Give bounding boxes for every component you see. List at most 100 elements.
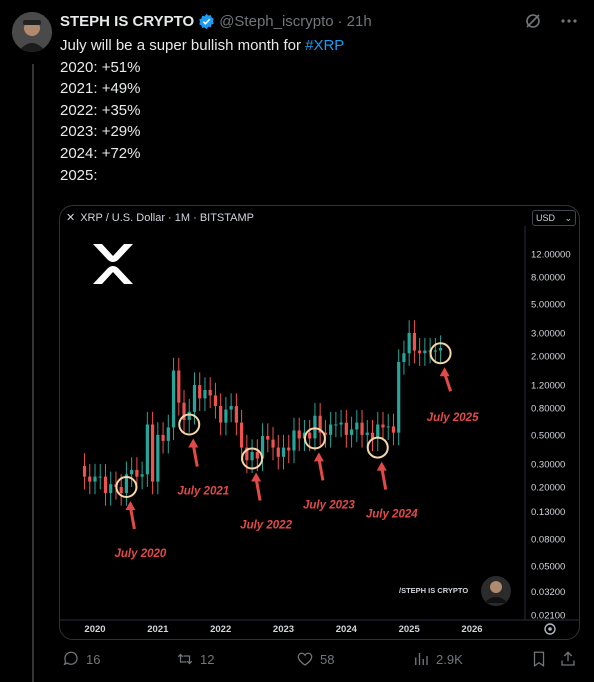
candle-body <box>423 350 427 354</box>
share-icon <box>561 651 575 666</box>
july-highlight-circle <box>178 413 201 436</box>
candle-body <box>402 353 406 362</box>
display-name[interactable]: STEPH IS CRYPTO <box>60 12 195 30</box>
candle-body <box>161 434 165 441</box>
arrow-head <box>376 461 387 471</box>
july-highlight-circle <box>429 342 452 365</box>
annotation-label: July 2020 <box>115 548 167 560</box>
more-options-icon[interactable] <box>560 12 578 30</box>
july-highlight-circle <box>115 476 138 498</box>
july-highlight-circle <box>366 436 389 459</box>
candle-body <box>213 395 218 407</box>
candle-body <box>250 452 254 461</box>
currency-select[interactable]: USD ⌄ <box>532 210 576 226</box>
candle-body <box>391 426 396 433</box>
candle-body <box>370 432 375 439</box>
candle-body <box>140 474 144 477</box>
price-tick-label: 0.80000 <box>531 404 565 415</box>
price-tick-label: 0.03200 <box>531 587 565 598</box>
verified-badge-icon <box>199 13 214 29</box>
avatar[interactable] <box>12 12 52 52</box>
annotation-label: July 2023 <box>303 499 355 511</box>
price-tick-label: 2.00000 <box>531 352 565 363</box>
candle-body <box>82 465 87 477</box>
candle-body <box>329 424 333 435</box>
candle-body <box>245 447 249 461</box>
candle-body <box>119 487 123 493</box>
hashtag-link[interactable]: #XRP <box>305 37 345 54</box>
user-handle[interactable]: @Steph_iscrypto <box>219 12 334 30</box>
time-tick-label: 2020 <box>84 624 105 635</box>
repost-icon <box>177 653 193 665</box>
collapse-icon[interactable]: ✕ <box>66 212 76 224</box>
bookmark-button[interactable] <box>530 650 548 668</box>
candle-body <box>150 424 155 482</box>
candle-body <box>103 476 108 493</box>
annotation-label: July 2021 <box>177 485 229 497</box>
tweet-body-lines: 2020: +51% 2021: +49% 2022: +35% 2023: +… <box>60 58 141 184</box>
annotation-arrow <box>191 444 199 467</box>
candle-body <box>349 429 354 435</box>
repost-button[interactable]: 12 <box>176 650 214 668</box>
candle-body <box>418 350 422 354</box>
candle-body <box>171 370 176 428</box>
price-tick-label: 12.00000 <box>531 250 571 261</box>
watermark-avatar <box>481 576 511 606</box>
views-button[interactable]: 2.9K <box>412 650 463 668</box>
candle-body <box>135 469 139 477</box>
time-tick-label: 2021 <box>147 624 169 635</box>
grok-icon[interactable] <box>524 12 542 30</box>
post-time[interactable]: 21h <box>346 12 372 30</box>
share-button[interactable] <box>559 650 577 668</box>
candle-body <box>93 476 97 482</box>
price-tick-label: 0.30000 <box>531 459 565 470</box>
candle-body <box>292 430 296 451</box>
price-tick-label: 0.20000 <box>531 483 565 494</box>
candle-body <box>412 332 417 351</box>
chevron-down-icon: ⌄ <box>564 212 572 223</box>
candle-body <box>438 348 443 351</box>
price-tick-label: 0.08000 <box>531 535 565 546</box>
candle-body <box>407 332 411 354</box>
repost-count: 12 <box>200 651 215 667</box>
chart-image[interactable]: ✕ XRP / U.S. Dollar · 1M · BITSTAMP USD … <box>59 205 580 640</box>
candle-body <box>376 424 380 439</box>
annotation-arrow <box>317 458 325 481</box>
like-button[interactable]: 58 <box>296 650 334 668</box>
tweet-text-line1: July will be a super bullish month for <box>60 37 306 54</box>
price-tick-label: 5.00000 <box>531 299 565 310</box>
heart-icon <box>297 652 313 666</box>
reply-button[interactable]: 16 <box>62 650 100 668</box>
time-tick-label: 2026 <box>461 624 482 635</box>
chart-header: ✕ XRP / U.S. Dollar · 1M · BITSTAMP <box>66 211 254 225</box>
candle-body <box>203 390 207 399</box>
candle-body <box>433 350 437 352</box>
chart-settings-icon[interactable] <box>544 623 556 635</box>
reply-count: 16 <box>86 651 101 667</box>
candle-body <box>339 422 343 425</box>
candle-body <box>156 434 160 482</box>
xrp-logo <box>93 244 133 284</box>
candle-body <box>360 422 364 435</box>
candle-body <box>276 447 280 457</box>
price-tick-label: 0.50000 <box>531 430 565 441</box>
candle-body <box>229 406 233 410</box>
price-tick-label: 0.13000 <box>531 507 565 518</box>
candle-body <box>166 427 170 441</box>
view-count: 2.9K <box>436 651 463 667</box>
currency-label: USD <box>536 213 556 223</box>
candle-body <box>313 415 317 439</box>
candle-body <box>124 474 129 493</box>
analytics-icon <box>415 653 428 665</box>
candle-body <box>397 361 401 433</box>
candle-body <box>192 385 197 412</box>
price-tick-label: 8.00000 <box>531 273 565 284</box>
candle-body <box>187 411 191 420</box>
candle-body <box>381 424 385 428</box>
separator-dot: · <box>337 12 343 30</box>
candle-body <box>271 439 275 448</box>
avatar-image <box>12 12 52 52</box>
candle-body <box>365 432 369 435</box>
candle-body <box>344 422 348 435</box>
watermark-text: /STEPH IS CRYPTO <box>399 586 468 595</box>
